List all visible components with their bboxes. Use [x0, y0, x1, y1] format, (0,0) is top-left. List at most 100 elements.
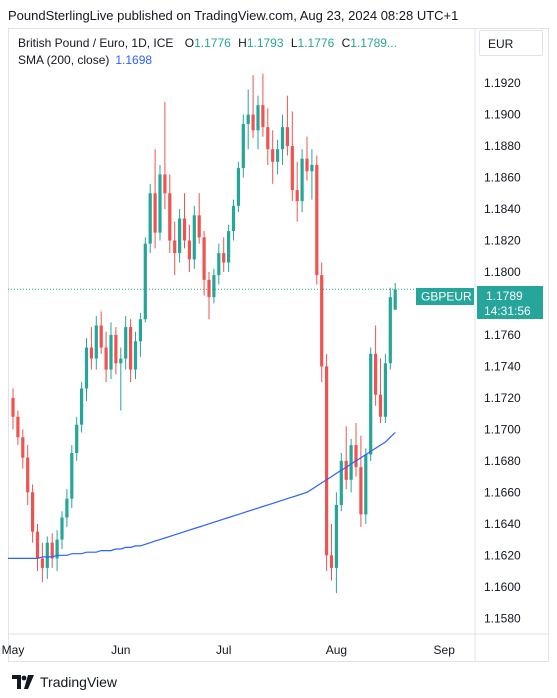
candle-body [207, 279, 211, 298]
footer: TradingView [0, 670, 557, 698]
candle-body [388, 297, 392, 364]
candle-up [55, 530, 59, 572]
time-tick-label: Jul [216, 643, 231, 657]
candle-down [295, 161, 299, 222]
candle-down [271, 130, 275, 184]
candle-body [276, 149, 280, 162]
price-tick-label: 1.1920 [484, 76, 521, 90]
candle-up [45, 536, 49, 579]
candle-down [89, 327, 93, 370]
candle-body [364, 454, 368, 515]
chart-frame[interactable] [8, 28, 549, 662]
candle-up [80, 382, 84, 433]
candle-body [119, 358, 123, 364]
candle-body [182, 218, 187, 241]
candle-body [109, 334, 113, 370]
candle-up [364, 448, 368, 524]
candle-body [153, 193, 157, 233]
candle-up [349, 438, 353, 493]
candle-up [241, 114, 245, 178]
candle-body [114, 334, 118, 364]
candle-up [212, 268, 216, 304]
candle-body [217, 253, 221, 276]
publish-header: PoundSterlingLive published on TradingVi… [0, 0, 557, 32]
candle-up [231, 199, 236, 241]
price-axis-ticks: 1.1580 1.1600 1.1620 1.1640 1.1660 1.1680 1.17… [484, 45, 521, 626]
candle-up [109, 322, 113, 380]
candle-body [75, 424, 79, 453]
candle-body [60, 517, 64, 540]
legend-ellipsis: ... [386, 36, 397, 50]
candle-body [378, 394, 383, 417]
candle-up [84, 338, 89, 402]
indicator-name[interactable]: SMA (200, close) [18, 53, 110, 67]
candle-up [334, 492, 338, 594]
price-tick-label: 1.1600 [484, 580, 521, 594]
candle-body [143, 243, 147, 320]
candle-down [325, 353, 329, 572]
candle-body [285, 127, 289, 147]
candle-up [300, 149, 304, 213]
candle-body [80, 388, 84, 425]
candle-up [65, 489, 69, 527]
price-tag: GBPEUR 1.1789 14:31:56 [416, 286, 543, 319]
candle-body [241, 124, 245, 169]
time-tick-label: Jun [111, 643, 130, 657]
ticker-tag [416, 288, 474, 305]
candle-body [197, 215, 201, 238]
candle-body [84, 347, 89, 389]
currency-selector[interactable]: EUR [479, 30, 543, 56]
candle-body [231, 205, 236, 232]
candle-body [383, 363, 387, 417]
candle-down [344, 426, 348, 490]
candle-up [158, 164, 162, 241]
candle-down [266, 108, 270, 165]
candle-body [94, 325, 98, 359]
price-tick-label: 1.1700 [484, 422, 521, 436]
candle-up [70, 445, 74, 509]
candle-body [16, 416, 20, 438]
candle-up [256, 95, 260, 150]
candle-body [124, 327, 128, 359]
candle-body [290, 146, 294, 191]
candle-up [236, 161, 240, 213]
candle-body [359, 467, 363, 515]
candle-body [374, 353, 378, 395]
candle-down [153, 149, 157, 249]
candle-down [50, 533, 54, 568]
candle-body [129, 327, 133, 370]
price-tick-label: 1.1880 [484, 139, 521, 153]
time-tick-label: May [2, 643, 25, 657]
candle-body [266, 127, 270, 150]
sma-200-line [8, 432, 396, 560]
candle-up [393, 282, 397, 310]
candle-down [99, 311, 103, 354]
candle-up [339, 452, 343, 512]
candle-up [227, 224, 231, 272]
candle-body [261, 105, 265, 128]
candle-up [310, 149, 314, 200]
candle-body [271, 149, 275, 162]
candle-up [246, 89, 250, 150]
candle-down [207, 271, 211, 320]
candle-up [143, 237, 147, 323]
candle-down [222, 237, 226, 272]
candle-body [65, 498, 69, 518]
candle-body [329, 555, 334, 568]
candle-body [325, 366, 329, 556]
candle-body [222, 253, 226, 263]
candle-down [129, 319, 133, 383]
candle-body [45, 542, 49, 568]
candle-body [35, 531, 40, 559]
candle-down [11, 388, 15, 430]
open-label: O [184, 36, 195, 50]
close-label: C [341, 36, 351, 50]
close-value: 1.1789 [350, 36, 387, 50]
candle-down [26, 445, 30, 505]
candle-down [359, 435, 363, 527]
tradingview-brand[interactable]: TradingView [12, 674, 117, 690]
candle-down [378, 358, 383, 424]
legend-indicator-row: SMA (200, close) 1.1698 [18, 53, 152, 67]
price-tick-label: 1.1680 [484, 454, 521, 468]
